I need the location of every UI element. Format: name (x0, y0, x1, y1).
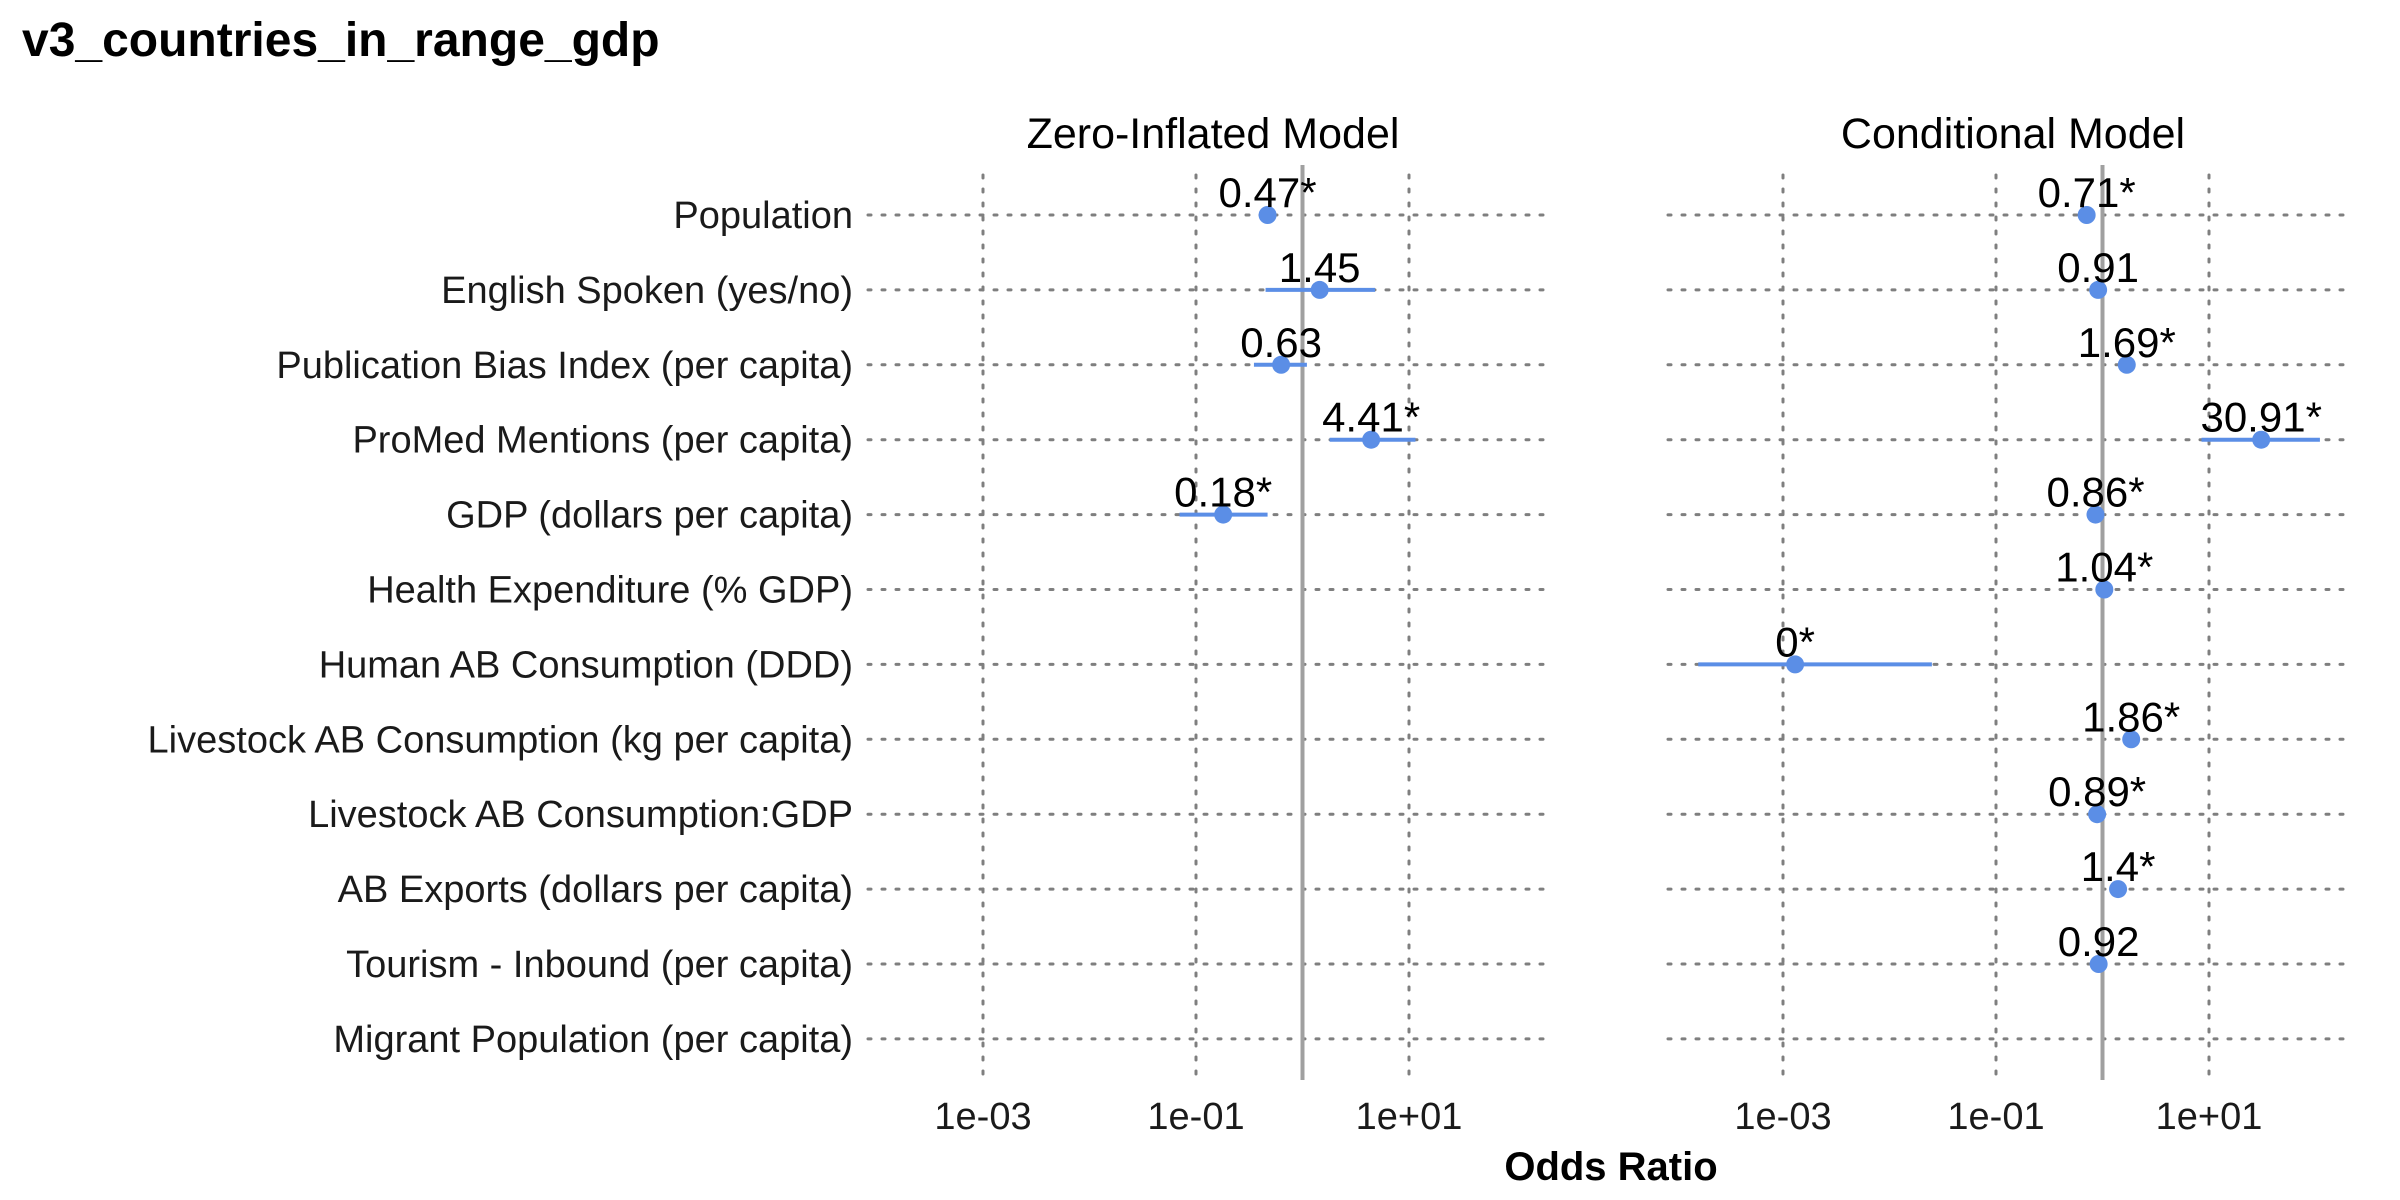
row-label-population: Population (673, 195, 853, 237)
estimate-point (2089, 280, 2108, 299)
estimate-point (2095, 580, 2114, 599)
data-label: 0.89* (2048, 768, 2146, 815)
estimate-point (2077, 206, 2096, 224)
data-label: 0.71* (2038, 169, 2136, 216)
row-label-livestock-ab-consumption-kg-per-capita: Livestock AB Consumption (kg per capita) (148, 719, 853, 761)
row-label-health-expenditure-gdp: Health Expenditure (% GDP) (367, 570, 853, 612)
chart-title: v3_countries_in_range_gdp (22, 14, 660, 67)
data-label: 0.63 (1240, 319, 1322, 366)
row-label-promed-mentions-per-capita: ProMed Mentions (per capita) (352, 420, 853, 462)
estimate-point (1258, 206, 1277, 224)
estimate-point (2122, 730, 2141, 749)
row-label-tourism-inbound-per-capita: Tourism - Inbound (per capita) (346, 944, 853, 986)
x-tick-label: 1e-01 (1147, 1096, 1244, 1138)
row-label-livestock-ab-consumption-gdp: Livestock AB Consumption:GDP (308, 794, 853, 836)
x-tick-label: 1e-01 (1947, 1096, 2044, 1138)
x-tick-label: 1e-03 (934, 1096, 1031, 1138)
data-label: 0.91 (2057, 244, 2139, 291)
estimate-point (2086, 505, 2105, 524)
data-label: 30.91* (2200, 394, 2321, 441)
data-label: 1.4* (2081, 843, 2156, 890)
estimate-point (1272, 355, 1291, 374)
panel-conditional: Conditional Model 1e-03 1e-01 1e+01 0.71* 0.9… (1666, 110, 2352, 1138)
estimate-point (1214, 505, 1233, 524)
data-label: 1.69* (2078, 319, 2176, 366)
data-label: 4.41* (1322, 394, 1420, 441)
data-label: 1.86* (2082, 693, 2180, 740)
data-label: 0.92 (2058, 918, 2140, 965)
row-label-human-ab-consumption-ddd: Human AB Consumption (DDD) (319, 644, 853, 686)
estimate-point (2109, 880, 2128, 899)
estimate-point (2117, 355, 2136, 374)
data-label: 0.18* (1174, 469, 1272, 516)
row-label-migrant-population-per-capita: Migrant Population (per capita) (333, 1019, 853, 1061)
panel-zero-inflated: Zero-Inflated Model 1e-03 1e-01 1e+01 0.47* 1… (866, 110, 1555, 1138)
data-label: 1.04* (2055, 544, 2153, 591)
x-tick-label: 1e-03 (1734, 1096, 1831, 1138)
x-tick-label: 1e+01 (1356, 1096, 1463, 1138)
row-label-ab-exports-dollars-per-capita: AB Exports (dollars per capita) (338, 869, 853, 911)
estimate-point (1310, 280, 1329, 299)
estimate-point (1362, 430, 1381, 449)
x-tick-label: 1e+01 (2156, 1096, 2263, 1138)
x-axis-title: Odds Ratio (1504, 1145, 1717, 1189)
row-label-english-spoken-yes-no: English Spoken (yes/no) (441, 270, 853, 312)
estimate-point (2088, 805, 2107, 824)
row-label-gdp-dollars-per-capita: GDP (dollars per capita) (446, 495, 853, 537)
facet-title: Zero-Inflated Model (1027, 110, 1400, 158)
data-label: 0.86* (2046, 469, 2144, 516)
estimate-point (2252, 430, 2271, 449)
row-label-publication-bias-index-per-capita: Publication Bias Index (per capita) (276, 345, 853, 387)
data-label: 0* (1775, 618, 1815, 665)
data-label: 1.45 (1279, 244, 1361, 291)
data-label: 0.47* (1219, 169, 1317, 216)
row-labels: Population English Spoken (yes/no) Publica… (148, 195, 853, 1061)
estimate-point (1786, 655, 1805, 674)
estimate-point (2089, 955, 2108, 973)
facet-title: Conditional Model (1841, 110, 2185, 158)
